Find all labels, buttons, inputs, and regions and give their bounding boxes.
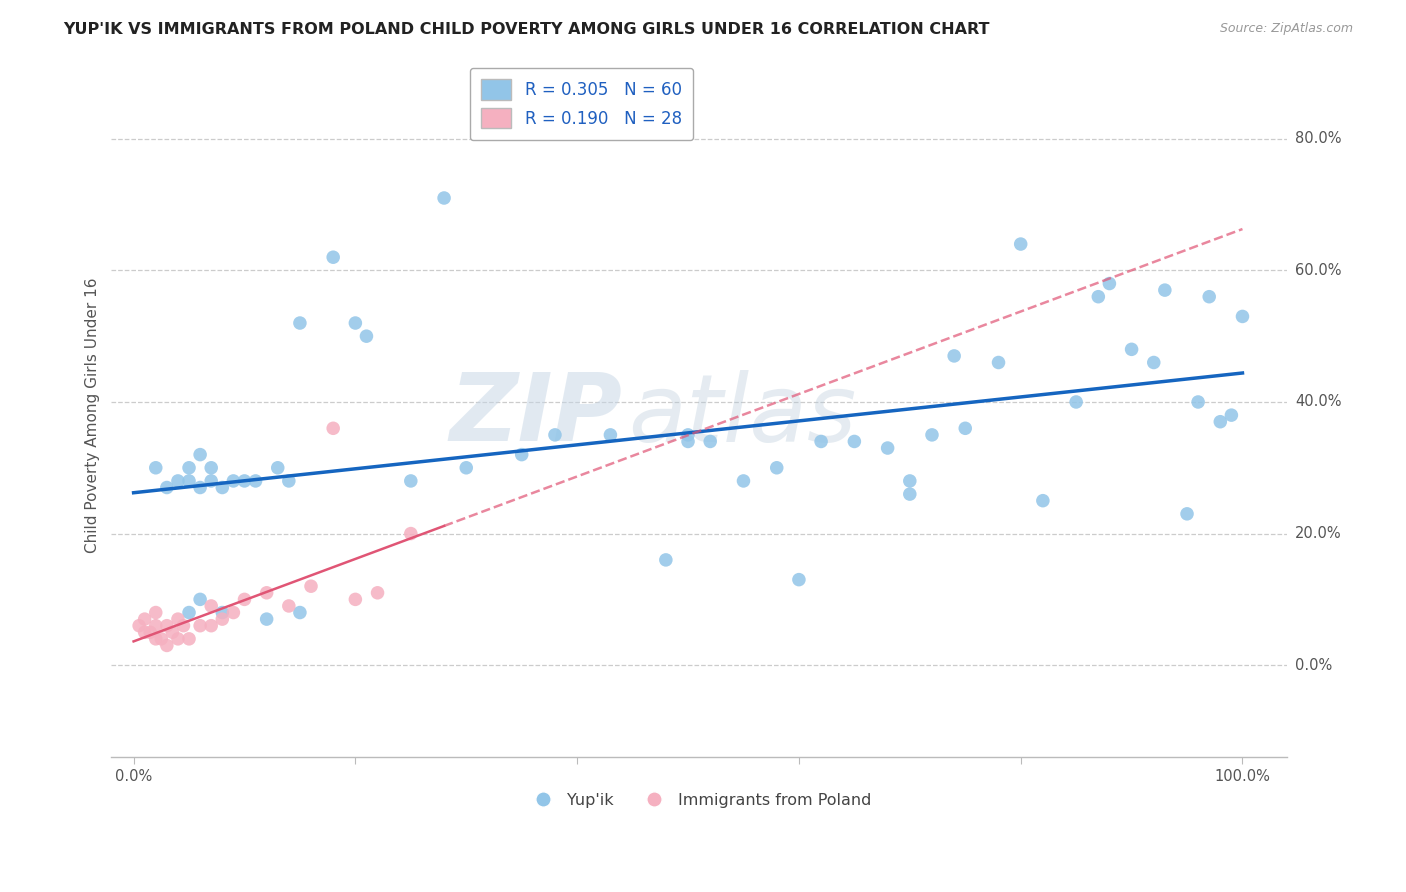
- Point: [211, 612, 233, 626]
- Point: [943, 349, 966, 363]
- Point: [200, 460, 222, 475]
- Point: [1209, 415, 1232, 429]
- Text: ZIP: ZIP: [450, 369, 623, 461]
- Point: [156, 618, 179, 632]
- Point: [134, 625, 156, 640]
- Text: YUP'IK VS IMMIGRANTS FROM POLAND CHILD POVERTY AMONG GIRLS UNDER 16 CORRELATION : YUP'IK VS IMMIGRANTS FROM POLAND CHILD P…: [63, 22, 990, 37]
- Point: [222, 474, 245, 488]
- Point: [173, 618, 195, 632]
- Point: [277, 474, 299, 488]
- Point: [188, 448, 211, 462]
- Point: [177, 474, 200, 488]
- Point: [1010, 237, 1032, 252]
- Point: [676, 428, 699, 442]
- Point: [156, 639, 179, 653]
- Point: [544, 428, 567, 442]
- Point: [876, 441, 898, 455]
- Point: [733, 474, 755, 488]
- Point: [256, 586, 278, 600]
- Point: [1032, 493, 1054, 508]
- Text: Source: ZipAtlas.com: Source: ZipAtlas.com: [1219, 22, 1353, 36]
- Point: [322, 421, 344, 435]
- Point: [1232, 310, 1254, 324]
- Point: [222, 606, 245, 620]
- Point: [399, 474, 422, 488]
- Point: [288, 606, 311, 620]
- Point: [987, 355, 1010, 369]
- Point: [1087, 290, 1109, 304]
- Point: [299, 579, 322, 593]
- Text: 20.0%: 20.0%: [1295, 526, 1341, 541]
- Point: [150, 632, 173, 646]
- Point: [139, 625, 162, 640]
- Point: [810, 434, 832, 449]
- Point: [177, 632, 200, 646]
- Point: [955, 421, 977, 435]
- Point: [145, 460, 167, 475]
- Point: [599, 428, 621, 442]
- Legend: Yup'ik, Immigrants from Poland: Yup'ik, Immigrants from Poland: [520, 787, 877, 814]
- Point: [699, 434, 721, 449]
- Point: [277, 599, 299, 613]
- Point: [233, 592, 256, 607]
- Point: [676, 434, 699, 449]
- Point: [765, 460, 787, 475]
- Point: [344, 316, 367, 330]
- Point: [655, 553, 678, 567]
- Point: [367, 586, 389, 600]
- Y-axis label: Child Poverty Among Girls Under 16: Child Poverty Among Girls Under 16: [86, 277, 100, 553]
- Point: [200, 618, 222, 632]
- Point: [145, 618, 167, 632]
- Point: [188, 592, 211, 607]
- Point: [188, 618, 211, 632]
- Text: 0.0%: 0.0%: [1295, 657, 1333, 673]
- Point: [288, 316, 311, 330]
- Point: [145, 606, 167, 620]
- Point: [167, 632, 190, 646]
- Text: atlas: atlas: [628, 369, 856, 460]
- Point: [1198, 290, 1220, 304]
- Point: [433, 191, 456, 205]
- Point: [200, 474, 222, 488]
- Point: [200, 599, 222, 613]
- Point: [1143, 355, 1166, 369]
- Text: 40.0%: 40.0%: [1295, 394, 1341, 409]
- Point: [1098, 277, 1121, 291]
- Point: [211, 481, 233, 495]
- Point: [1153, 283, 1175, 297]
- Point: [844, 434, 866, 449]
- Point: [211, 606, 233, 620]
- Point: [267, 460, 290, 475]
- Point: [128, 618, 150, 632]
- Point: [322, 250, 344, 264]
- Text: 80.0%: 80.0%: [1295, 131, 1341, 146]
- Point: [177, 460, 200, 475]
- Point: [787, 573, 810, 587]
- Point: [233, 474, 256, 488]
- Point: [344, 592, 367, 607]
- Point: [1121, 343, 1143, 357]
- Point: [456, 460, 478, 475]
- Point: [167, 474, 190, 488]
- Point: [167, 612, 190, 626]
- Point: [177, 606, 200, 620]
- Point: [245, 474, 267, 488]
- Point: [162, 625, 184, 640]
- Text: 60.0%: 60.0%: [1295, 263, 1341, 278]
- Point: [188, 481, 211, 495]
- Point: [1220, 408, 1243, 422]
- Point: [898, 474, 921, 488]
- Point: [921, 428, 943, 442]
- Point: [145, 632, 167, 646]
- Point: [1175, 507, 1198, 521]
- Point: [898, 487, 921, 501]
- Point: [156, 481, 179, 495]
- Point: [1064, 395, 1087, 409]
- Point: [356, 329, 378, 343]
- Point: [399, 526, 422, 541]
- Point: [510, 448, 533, 462]
- Point: [134, 612, 156, 626]
- Point: [256, 612, 278, 626]
- Point: [1187, 395, 1209, 409]
